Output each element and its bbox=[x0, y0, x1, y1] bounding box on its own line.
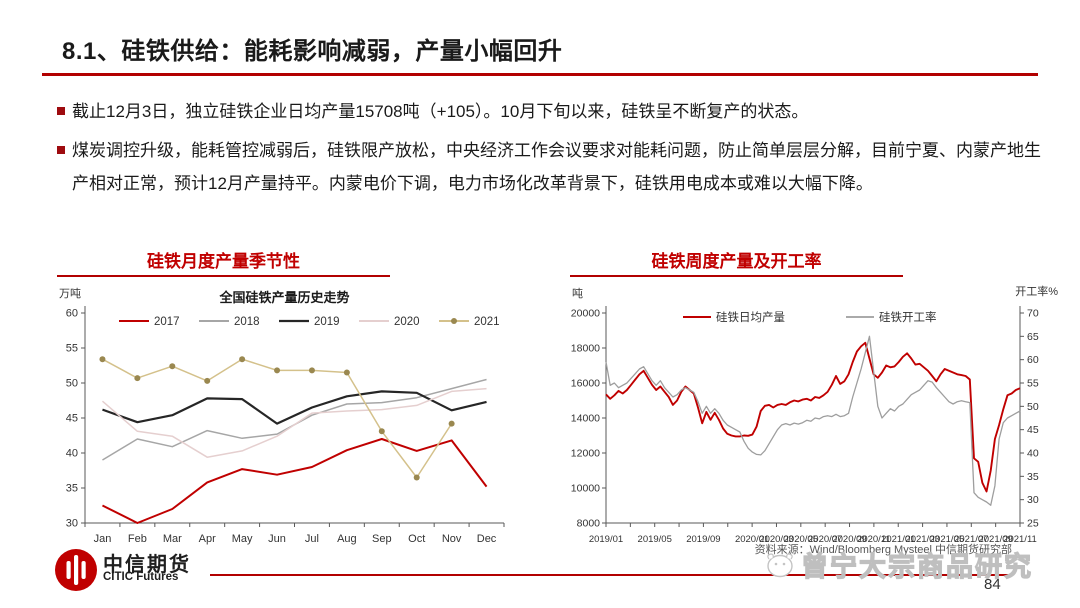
svg-text:2020/11: 2020/11 bbox=[857, 534, 891, 545]
logo-chinese-name: 中信期货 bbox=[103, 554, 191, 576]
svg-text:12000: 12000 bbox=[571, 448, 600, 460]
page-title: 8.1、硅铁供给：能耗影响减弱，产量小幅回升 bbox=[62, 38, 563, 65]
svg-text:Feb: Feb bbox=[128, 533, 147, 545]
svg-text:8000: 8000 bbox=[577, 518, 601, 530]
svg-text:2021/09: 2021/09 bbox=[978, 534, 1012, 545]
series-line-2019 bbox=[102, 390, 487, 425]
right-axis-unit-label: 开工率% bbox=[1015, 286, 1058, 298]
bullet-item: 煤炭调控升级，能耗管控减弱后，硅铁限产放松，中央经济工作会议要求对能耗问题，防止… bbox=[57, 134, 1043, 200]
svg-text:35: 35 bbox=[1027, 471, 1039, 483]
svg-text:60: 60 bbox=[1027, 354, 1039, 366]
svg-text:2019: 2019 bbox=[314, 316, 340, 328]
svg-text:60: 60 bbox=[66, 308, 78, 320]
svg-text:45: 45 bbox=[66, 413, 78, 425]
svg-text:Jul: Jul bbox=[305, 533, 319, 545]
citic-logo-icon bbox=[53, 547, 99, 593]
svg-text:50: 50 bbox=[1027, 401, 1039, 413]
monthly-production-panel: 硅铁月度产量季节性 万吨 全国硅铁产量历史走势 30 35 40 45 50 55 60 Ja… bbox=[57, 247, 512, 549]
monthly-panel-title: 硅铁月度产量季节性 bbox=[57, 247, 390, 277]
svg-text:2020/05: 2020/05 bbox=[784, 534, 818, 545]
page-number: 84 bbox=[984, 576, 1001, 593]
seasonal-chart-svg: 30 35 40 45 50 55 60 Jan Feb Mar Apr May Jun Jul Aug Se… bbox=[66, 306, 505, 545]
title-divider bbox=[42, 73, 1038, 76]
svg-text:18000: 18000 bbox=[571, 343, 600, 355]
weekly-panel-title: 硅铁周度产量及开工率 bbox=[570, 247, 903, 277]
svg-text:55: 55 bbox=[66, 343, 78, 355]
svg-text:Jan: Jan bbox=[94, 533, 112, 545]
svg-text:2018: 2018 bbox=[234, 316, 260, 328]
svg-text:35: 35 bbox=[66, 483, 78, 495]
svg-text:2021/11: 2021/11 bbox=[1003, 534, 1037, 545]
svg-text:Apr: Apr bbox=[199, 533, 216, 545]
legend-item-硅铁日均产量: 硅铁日均产量 bbox=[683, 310, 785, 324]
svg-text:2019/01: 2019/01 bbox=[589, 534, 623, 545]
legend-item-硅铁开工率: 硅铁开工率 bbox=[846, 310, 937, 324]
logo-english-name: CITIC Futures bbox=[103, 571, 179, 583]
svg-text:2021/05: 2021/05 bbox=[930, 534, 964, 545]
bullet-text: 截止12月3日，独立硅铁企业日均产量15708吨（+105）。10月下旬以来，硅… bbox=[72, 102, 809, 121]
svg-text:55: 55 bbox=[1027, 378, 1039, 390]
svg-text:45: 45 bbox=[1027, 424, 1039, 436]
svg-text:Oct: Oct bbox=[408, 533, 425, 545]
svg-text:20000: 20000 bbox=[571, 308, 600, 320]
svg-text:Dec: Dec bbox=[477, 533, 497, 545]
svg-text:Jun: Jun bbox=[268, 533, 286, 545]
watermark-text: 曾宁大宗商品研究 bbox=[800, 551, 1033, 582]
bullet-square-icon bbox=[57, 146, 65, 154]
bullet-square-icon bbox=[57, 107, 65, 115]
left-axis-unit-label: 吨 bbox=[572, 288, 583, 300]
svg-text:Sep: Sep bbox=[372, 533, 392, 545]
svg-text:Aug: Aug bbox=[337, 533, 357, 545]
series-line-硅铁日均产量 bbox=[605, 341, 1021, 493]
weekly-production-panel: 硅铁周度产量及开工率 吨 开工率% 8000 10000 12000 14000 160… bbox=[570, 247, 1062, 549]
svg-text:2021/07: 2021/07 bbox=[954, 534, 988, 545]
svg-text:2021/01: 2021/01 bbox=[881, 534, 915, 545]
weekly-chart-svg: 8000 10000 12000 14000 16000 18000 20000 25 30 35… bbox=[571, 306, 1039, 545]
watermark-mascot-icon bbox=[767, 552, 793, 577]
svg-text:50: 50 bbox=[66, 378, 78, 390]
svg-text:2019/09: 2019/09 bbox=[686, 534, 720, 545]
svg-text:Mar: Mar bbox=[163, 533, 182, 545]
svg-text:70: 70 bbox=[1027, 308, 1039, 320]
svg-text:2020/09: 2020/09 bbox=[832, 534, 866, 545]
y-axis-unit-label: 万吨 bbox=[59, 288, 81, 300]
svg-text:30: 30 bbox=[66, 518, 78, 530]
svg-text:2021: 2021 bbox=[474, 316, 500, 328]
svg-text:2020/03: 2020/03 bbox=[759, 534, 793, 545]
bullet-item: 截止12月3日，独立硅铁企业日均产量15708吨（+105）。10月下旬以来，硅… bbox=[57, 95, 1043, 128]
svg-text:2017: 2017 bbox=[154, 316, 180, 328]
svg-text:14000: 14000 bbox=[571, 413, 600, 425]
bullet-text: 煤炭调控升级，能耗管控减弱后，硅铁限产放松，中央经济工作会议要求对能耗问题，防止… bbox=[72, 141, 1041, 193]
legend-item-2020: 2020 bbox=[359, 316, 420, 328]
svg-text:16000: 16000 bbox=[571, 378, 600, 390]
legend-item-2021: 2021 bbox=[439, 316, 500, 328]
monthly-chart-title: 全国硅铁产量历史走势 bbox=[219, 290, 350, 305]
source-note: 资料来源：Wind/Bloomberg Mysteel 中信期货研究部 bbox=[754, 544, 1012, 556]
series-line-2020 bbox=[101, 387, 487, 458]
svg-text:10000: 10000 bbox=[571, 483, 600, 495]
svg-text:40: 40 bbox=[66, 448, 78, 460]
svg-text:2019/05: 2019/05 bbox=[638, 534, 672, 545]
svg-text:40: 40 bbox=[1027, 448, 1039, 460]
bullet-list: 截止12月3日，独立硅铁企业日均产量15708吨（+105）。10月下旬以来，硅… bbox=[57, 95, 1043, 206]
svg-text:May: May bbox=[232, 533, 253, 545]
legend-item-2018: 2018 bbox=[199, 316, 260, 328]
svg-text:2020: 2020 bbox=[394, 316, 420, 328]
footer-divider bbox=[210, 574, 1010, 576]
svg-text:2020/07: 2020/07 bbox=[808, 534, 842, 545]
series-line-硅铁开工率 bbox=[605, 335, 1021, 506]
svg-text:25: 25 bbox=[1027, 518, 1039, 530]
svg-text:Nov: Nov bbox=[442, 533, 462, 545]
legend-item-2019: 2019 bbox=[279, 316, 340, 328]
svg-text:2020/01: 2020/01 bbox=[735, 534, 769, 545]
svg-text:2021/03: 2021/03 bbox=[905, 534, 939, 545]
svg-text:硅铁日均产量: 硅铁日均产量 bbox=[716, 310, 785, 324]
watermark: 曾宁大宗商品研究 bbox=[765, 545, 1033, 584]
svg-text:65: 65 bbox=[1027, 331, 1039, 343]
legend-item-2017: 2017 bbox=[119, 316, 180, 328]
svg-text:硅铁开工率: 硅铁开工率 bbox=[879, 310, 937, 324]
series-line-2017 bbox=[102, 438, 488, 524]
svg-text:30: 30 bbox=[1027, 494, 1039, 506]
